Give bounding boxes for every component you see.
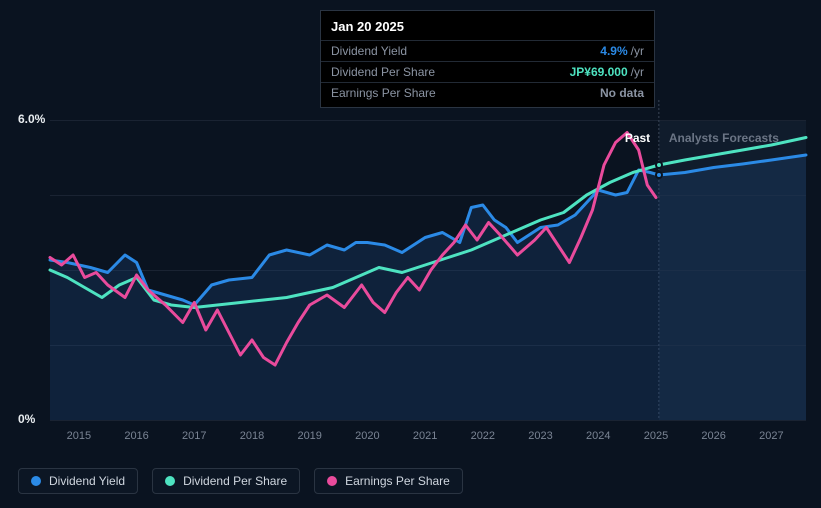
tooltip-rows: Dividend Yield 4.9%/yr Dividend Per Share J… [321, 40, 654, 103]
chart-svg [50, 120, 806, 420]
legend-label: Earnings Per Share [345, 474, 450, 488]
tooltip-date: Jan 20 2025 [321, 17, 654, 40]
plot-area[interactable] [50, 120, 806, 420]
tooltip-row-value: JP¥69.000/yr [570, 65, 644, 79]
x-tick-label: 2016 [124, 430, 148, 442]
legend: Dividend Yield Dividend Per Share Earnings… [18, 468, 463, 494]
tooltip-row: Dividend Per Share JP¥69.000/yr [321, 61, 654, 82]
tooltip-row-value: 4.9%/yr [600, 44, 644, 58]
legend-label: Dividend Per Share [183, 474, 287, 488]
x-tick-label: 2020 [355, 430, 379, 442]
legend-dot-icon [31, 476, 41, 486]
legend-item[interactable]: Dividend Yield [18, 468, 138, 494]
tooltip-row-label: Earnings Per Share [331, 86, 436, 100]
x-tick-label: 2024 [586, 430, 610, 442]
legend-dot-icon [165, 476, 175, 486]
marker-dividend_yield [655, 171, 663, 179]
y-tick-label: 6.0% [18, 112, 45, 126]
x-tick-label: 2018 [240, 430, 264, 442]
y-tick-label: 0% [18, 412, 35, 426]
tooltip-row: Earnings Per Share No data [321, 82, 654, 103]
past-label: Past [625, 131, 650, 145]
legend-item[interactable]: Dividend Per Share [152, 468, 300, 494]
x-tick-label: 2017 [182, 430, 206, 442]
x-tick-label: 2025 [644, 430, 668, 442]
legend-item[interactable]: Earnings Per Share [314, 468, 463, 494]
chart-tooltip: Jan 20 2025 Dividend Yield4.9%/yrDividen… [320, 10, 655, 108]
x-tick-label: 2023 [528, 430, 552, 442]
tooltip-row: Dividend Yield 4.9%/yr [321, 40, 654, 61]
gridline [50, 420, 806, 421]
tooltip-row-label: Dividend Per Share [331, 65, 435, 79]
x-tick-label: 2022 [471, 430, 495, 442]
x-tick-label: 2021 [413, 430, 437, 442]
legend-label: Dividend Yield [49, 474, 125, 488]
forecast-label: Analysts Forecasts [669, 131, 779, 145]
marker-dividend_per_share [655, 161, 663, 169]
dividend-chart: 6.0% 0% 2015 2016 2017 2018 2019 2020 2021 2022 2… [0, 0, 821, 508]
tooltip-row-label: Dividend Yield [331, 44, 407, 58]
tooltip-row-value: No data [600, 86, 644, 100]
x-tick-label: 2015 [67, 430, 91, 442]
x-tick-label: 2026 [701, 430, 725, 442]
legend-dot-icon [327, 476, 337, 486]
x-tick-label: 2027 [759, 430, 783, 442]
x-tick-label: 2019 [297, 430, 321, 442]
